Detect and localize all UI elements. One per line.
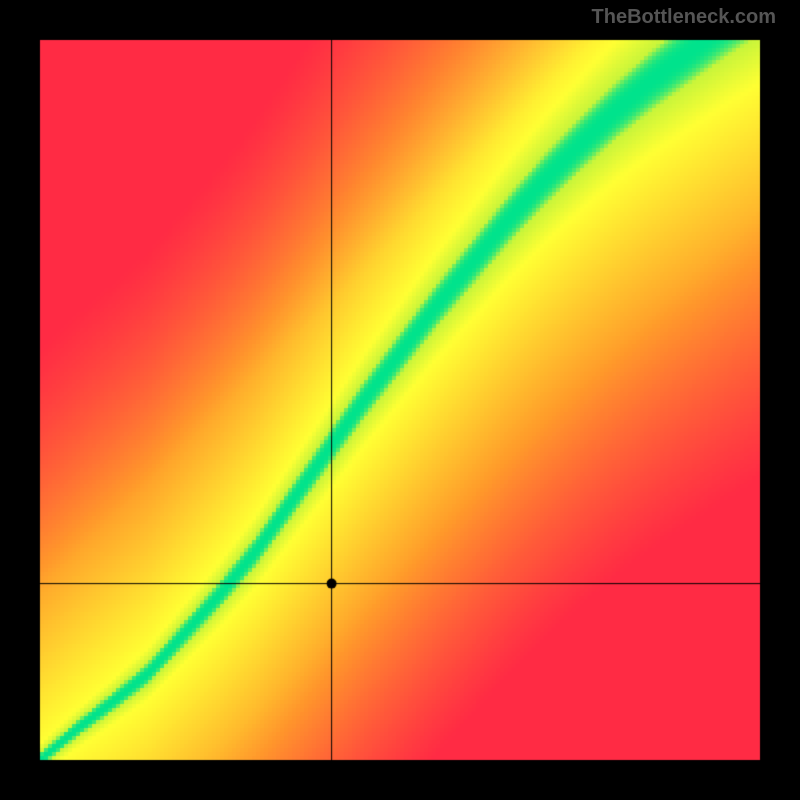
bottleneck-heatmap (0, 0, 800, 800)
attribution-text: TheBottleneck.com (592, 6, 776, 29)
chart-container: TheBottleneck.com (0, 0, 800, 800)
